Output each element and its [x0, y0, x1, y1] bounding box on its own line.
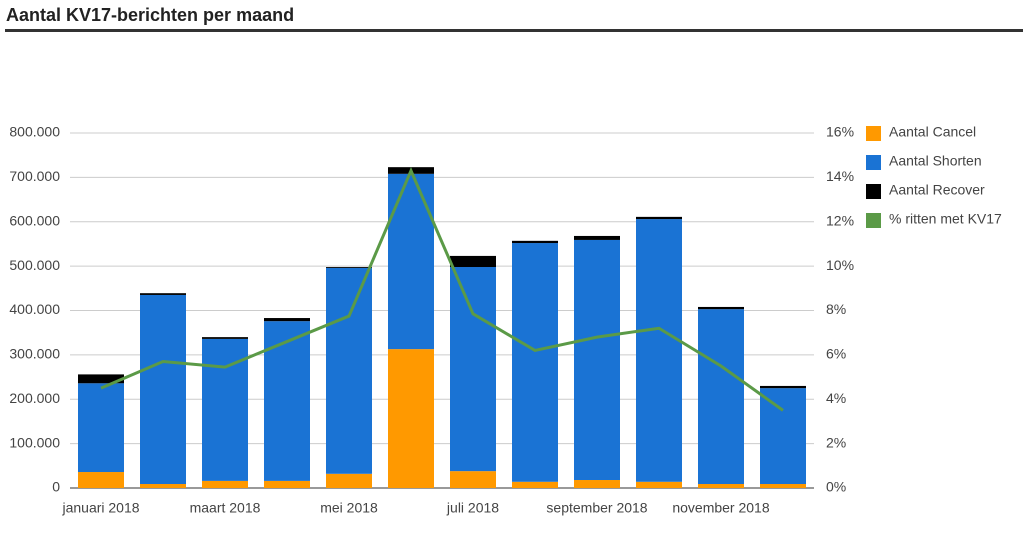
legend-swatch — [866, 126, 881, 141]
bar-segment — [512, 243, 558, 482]
legend-swatch — [866, 184, 881, 199]
bar-segment — [450, 471, 496, 488]
y-tick-label: 800.000 — [9, 124, 60, 140]
bar-segment — [326, 267, 372, 268]
bar-segment — [326, 473, 372, 488]
x-tick-label: juli 2018 — [446, 500, 499, 516]
title-rule — [5, 29, 1023, 32]
y-tick-label: 200.000 — [9, 390, 60, 406]
y2-tick-label: 16% — [826, 124, 854, 140]
bar-segment — [574, 239, 620, 481]
y-tick-label: 300.000 — [9, 346, 60, 362]
bar-segment — [140, 293, 186, 295]
y2-tick-label: 4% — [826, 390, 846, 406]
bar-segment — [760, 484, 806, 488]
bar-segment — [698, 484, 744, 488]
y2-tick-label: 2% — [826, 434, 846, 450]
x-tick-label: mei 2018 — [320, 500, 378, 516]
bar-segment — [140, 294, 186, 485]
legend-label: % ritten met KV17 — [889, 211, 1002, 227]
bar-segment — [450, 255, 496, 268]
legend-label: Aantal Recover — [889, 182, 985, 198]
bar-segment — [388, 173, 434, 350]
y-tick-label: 700.000 — [9, 168, 60, 184]
bar-segment — [512, 240, 558, 244]
bar-segment — [698, 309, 744, 485]
bar-segment — [202, 337, 248, 339]
bar-segment — [760, 388, 806, 485]
y2-tick-label: 14% — [826, 168, 854, 184]
y-tick-label: 400.000 — [9, 301, 60, 317]
y2-tick-label: 0% — [826, 479, 846, 495]
bar-segment — [698, 306, 744, 310]
bar-segment — [512, 481, 558, 488]
bar-segment — [636, 216, 682, 220]
y2-tick-label: 8% — [826, 301, 846, 317]
bar-segment — [264, 318, 310, 322]
bar-segment — [264, 321, 310, 481]
bar-segment — [574, 235, 620, 240]
bar-segment — [636, 481, 682, 488]
x-tick-label: november 2018 — [672, 500, 770, 516]
y-tick-label: 500.000 — [9, 257, 60, 273]
bar-segment — [326, 267, 372, 474]
y-tick-label: 0 — [52, 479, 60, 495]
x-tick-label: januari 2018 — [61, 500, 139, 516]
bar-segment — [202, 338, 248, 481]
bar-segment — [636, 219, 682, 482]
bar-segment — [574, 480, 620, 488]
bar-segment — [78, 472, 124, 488]
y2-tick-label: 12% — [826, 212, 854, 228]
bar-segment — [140, 484, 186, 488]
x-tick-label: september 2018 — [546, 500, 647, 516]
legend-swatch — [866, 213, 881, 228]
y2-tick-label: 6% — [826, 346, 846, 362]
bar-segment — [78, 374, 124, 384]
y-tick-label: 600.000 — [9, 212, 60, 228]
chart-title: Aantal KV17-berichten per maand — [6, 5, 294, 25]
bar-segment — [78, 383, 124, 473]
line-series — [100, 166, 784, 412]
bar-segment — [264, 480, 310, 488]
bar-segment — [388, 349, 434, 488]
bar-segment — [202, 480, 248, 488]
legend-swatch — [866, 155, 881, 170]
x-tick-label: maart 2018 — [190, 500, 261, 516]
bar-segment — [760, 385, 806, 389]
bar-segment — [450, 267, 496, 472]
legend-label: Aantal Cancel — [889, 124, 976, 140]
y2-tick-label: 10% — [826, 257, 854, 273]
legend-label: Aantal Shorten — [889, 153, 982, 169]
y-tick-label: 100.000 — [9, 434, 60, 450]
